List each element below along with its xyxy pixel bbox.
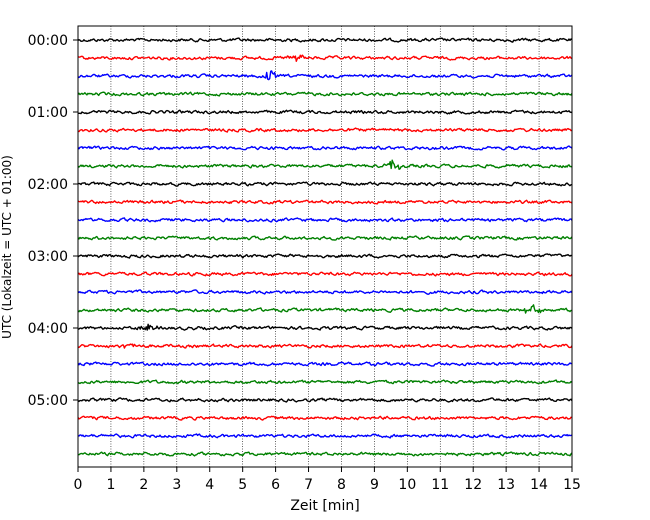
x-tick-label-15: 15 — [563, 477, 581, 493]
traces — [77, 37, 573, 457]
x-axis-label: Zeit [min] — [290, 498, 359, 514]
x-tick-label-12: 12 — [464, 477, 482, 493]
y-tick-label-0: 00:00 — [28, 33, 68, 49]
plot-frame — [77, 25, 573, 468]
y-tick-label-3: 03:00 — [28, 249, 68, 265]
trace-12 — [77, 253, 573, 259]
x-tick-label-11: 11 — [431, 477, 449, 493]
trace-19 — [77, 379, 573, 385]
trace-3 — [77, 91, 573, 97]
trace-22 — [77, 433, 573, 439]
trace-9 — [77, 199, 573, 205]
trace-13 — [77, 271, 573, 277]
x-tick-label-14: 14 — [530, 477, 548, 493]
x-tick-label-5: 5 — [238, 477, 247, 493]
trace-0 — [77, 37, 573, 43]
y-axis-label: UTC (Lokalzeit = UTC + 01:00) — [0, 155, 14, 339]
x-tick-label-1: 1 — [106, 477, 115, 493]
trace-11 — [77, 235, 573, 241]
y-tick-label-1: 01:00 — [28, 105, 68, 121]
trace-16 — [77, 323, 573, 331]
trace-18 — [77, 361, 573, 367]
trace-1 — [77, 54, 573, 62]
x-tick-label-13: 13 — [497, 477, 515, 493]
trace-5 — [77, 127, 573, 133]
trace-20 — [77, 397, 573, 403]
x-tick-label-9: 9 — [370, 477, 379, 493]
x-tick-label-6: 6 — [271, 477, 280, 493]
x-tick-label-2: 2 — [139, 477, 148, 493]
trace-10 — [77, 217, 573, 223]
x-tick-label-0: 0 — [74, 477, 83, 493]
trace-17 — [77, 343, 573, 349]
y-tick-label-4: 04:00 — [28, 321, 68, 337]
trace-2 — [77, 70, 573, 81]
y-tick-label-5: 05:00 — [28, 393, 68, 409]
x-tick-label-7: 7 — [304, 477, 313, 493]
trace-4 — [77, 109, 573, 115]
trace-23 — [77, 451, 573, 457]
y-axis-ticks: 00:00 01:00 02:00 03:00 04:00 05:00 — [28, 33, 78, 409]
x-tick-label-10: 10 — [398, 477, 416, 493]
x-tick-label-4: 4 — [205, 477, 214, 493]
x-axis-ticks: 0 1 2 3 4 5 6 7 8 9 10 11 12 13 14 15 — [74, 467, 581, 493]
trace-21 — [77, 415, 573, 421]
trace-15 — [77, 304, 573, 314]
trace-7 — [77, 159, 573, 170]
grid — [110, 26, 540, 467]
trace-14 — [77, 289, 573, 295]
x-tick-label-8: 8 — [337, 477, 346, 493]
trace-6 — [77, 145, 573, 151]
trace-8 — [77, 181, 573, 187]
y-tick-label-2: 02:00 — [28, 177, 68, 193]
x-tick-label-3: 3 — [172, 477, 181, 493]
